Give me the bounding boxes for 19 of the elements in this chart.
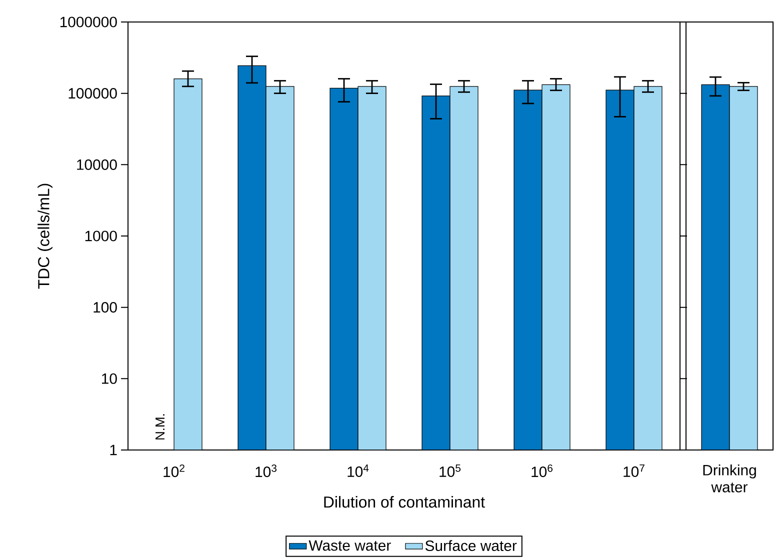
y-tick-label: 1000 [85,230,117,242]
y-tick-label: 1 [110,444,117,456]
x-tick-label: 10$^{4}$ [348,464,369,478]
legend-label: Surface water [425,540,517,552]
annotation: N.M. [156,414,164,440]
x-tick-label: 10$^{7}$ [624,464,644,478]
x-tick-label: 10$^{3}$ [256,464,277,478]
y-tick-label: 10000 [77,159,117,170]
y-tick-label: 100000 [68,88,117,99]
y-axis-title: TDC (cells/mL) [38,184,52,289]
y-tick-label: 10 [102,373,117,384]
x-tick-label: 10$^{5}$ [440,464,461,478]
x-tick-label: 10$^{6}$ [532,464,553,478]
x-axis-title: Dilution of contaminant [324,496,485,508]
x-tick-label: 10$^{2}$ [164,464,184,478]
legend-label: Waste water [308,540,391,551]
y-tick-label: 100 [94,302,117,313]
y-tick-label: 1000000 [60,16,117,28]
x-tick-label: Drinking water [703,464,756,492]
